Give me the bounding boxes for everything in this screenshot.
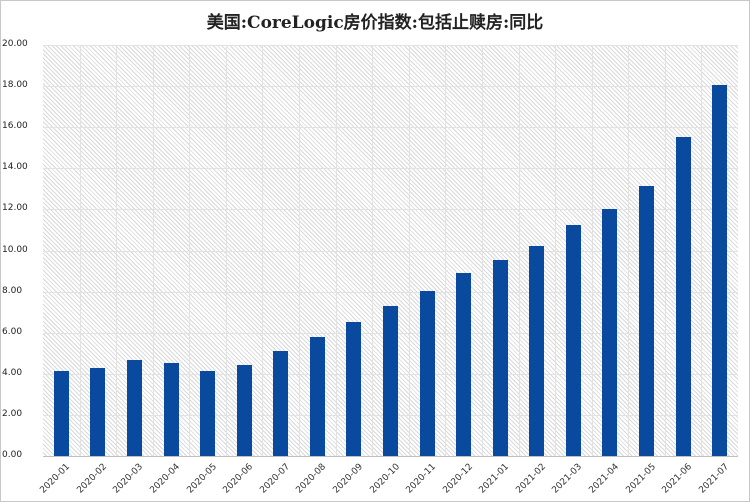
gridline-vertical: [79, 45, 81, 456]
bar-2021-01: [492, 259, 508, 456]
gridline-vertical: [445, 45, 447, 456]
bar-2020-09: [346, 322, 362, 456]
gridline-vertical: [335, 45, 337, 456]
gridline-horizontal: [43, 168, 738, 170]
y-tick-label: 8.00: [2, 285, 23, 296]
bar-2021-03: [565, 224, 581, 456]
gridline-vertical: [299, 45, 301, 456]
gridline-vertical: [701, 45, 703, 456]
bar-2020-01: [53, 370, 69, 456]
bar-2021-04: [602, 209, 618, 456]
bar-2021-05: [639, 185, 655, 456]
bar-2021-07: [712, 85, 728, 456]
gridline-vertical: [116, 45, 118, 456]
bar-2021-06: [675, 137, 691, 456]
y-tick-label: 2.00: [2, 408, 23, 419]
bar-2020-11: [419, 290, 435, 456]
bar-2020-07: [273, 350, 289, 456]
y-tick-label: 18.00: [2, 80, 28, 91]
y-tick-label: 12.00: [2, 203, 28, 214]
gridline-vertical: [262, 45, 264, 456]
gridline-vertical: [152, 45, 154, 456]
gridline-horizontal: [43, 209, 738, 211]
gridline-vertical: [518, 45, 520, 456]
gridline-horizontal: [43, 250, 738, 252]
gridline-vertical: [481, 45, 483, 456]
plot-area: [43, 45, 738, 457]
y-tick-label: 14.00: [2, 162, 28, 173]
y-tick-label: 4.00: [2, 367, 23, 378]
gridline-horizontal: [43, 291, 738, 293]
y-tick-label: 20.00: [2, 39, 28, 49]
y-tick-label: 10.00: [2, 244, 28, 255]
gridline-horizontal: [43, 86, 738, 88]
gridline-horizontal: [43, 45, 738, 46]
bar-2020-03: [126, 360, 142, 456]
gridline-vertical: [664, 45, 666, 456]
gridline-vertical: [225, 45, 227, 456]
y-tick-label: 16.00: [2, 121, 28, 132]
bar-2021-02: [529, 245, 545, 456]
gridline-vertical: [591, 45, 593, 456]
bar-2020-12: [456, 272, 472, 456]
bar-2020-10: [383, 305, 398, 456]
bar-2020-05: [200, 370, 216, 456]
gridline-horizontal: [43, 127, 738, 129]
bar-2020-08: [309, 337, 325, 456]
y-tick-label: 6.00: [2, 326, 23, 337]
y-tick-label: 0.00: [2, 450, 23, 460]
gridline-vertical: [372, 45, 374, 456]
gridline-vertical: [555, 45, 557, 456]
bar-2020-02: [90, 368, 106, 456]
gridline-vertical: [189, 45, 191, 456]
gridline-vertical: [408, 45, 410, 456]
bar-2020-04: [163, 362, 179, 456]
chart-title: 美国:CoreLogic房价指数:包括止赎房:同比: [206, 13, 544, 33]
bar-2020-06: [236, 364, 252, 456]
gridline-vertical: [628, 45, 630, 456]
